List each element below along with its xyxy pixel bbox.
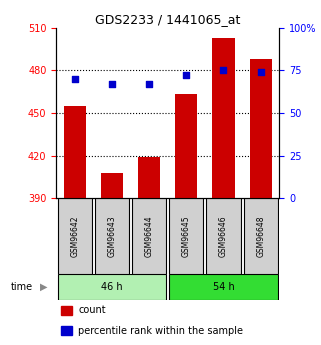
Bar xyxy=(249,59,272,198)
Point xyxy=(72,76,77,81)
Bar xyxy=(175,95,197,198)
Bar xyxy=(95,198,129,274)
Bar xyxy=(169,198,204,274)
Bar xyxy=(169,274,278,300)
Text: GSM96644: GSM96644 xyxy=(145,216,154,257)
Text: 54 h: 54 h xyxy=(213,282,234,292)
Text: GSM96642: GSM96642 xyxy=(70,216,79,257)
Text: GSM96643: GSM96643 xyxy=(108,216,117,257)
Text: 46 h: 46 h xyxy=(101,282,123,292)
Title: GDS2233 / 1441065_at: GDS2233 / 1441065_at xyxy=(95,13,240,27)
Text: percentile rank within the sample: percentile rank within the sample xyxy=(78,326,244,336)
Text: time: time xyxy=(11,282,33,292)
Point xyxy=(258,69,263,75)
Point xyxy=(147,81,152,87)
Bar xyxy=(58,198,92,274)
Bar xyxy=(244,198,278,274)
Bar xyxy=(138,157,160,198)
Text: GSM96645: GSM96645 xyxy=(182,216,191,257)
Text: ▶: ▶ xyxy=(39,282,47,292)
Point xyxy=(184,73,189,78)
Bar xyxy=(61,326,72,335)
Point xyxy=(109,81,115,87)
Bar xyxy=(206,198,241,274)
Bar xyxy=(101,173,123,198)
Bar xyxy=(61,306,72,315)
Bar xyxy=(132,198,166,274)
Bar xyxy=(64,106,86,198)
Text: count: count xyxy=(78,305,106,315)
Bar xyxy=(213,38,235,198)
Bar xyxy=(58,274,166,300)
Text: GSM96648: GSM96648 xyxy=(256,216,265,257)
Point xyxy=(221,68,226,73)
Text: GSM96646: GSM96646 xyxy=(219,216,228,257)
